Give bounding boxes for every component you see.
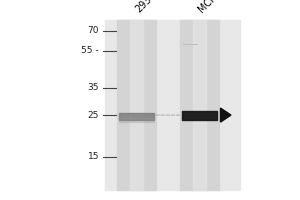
Polygon shape [220, 108, 231, 122]
Bar [182, 111, 217, 120]
Bar [130, 20, 143, 190]
Text: 55 -: 55 - [81, 46, 99, 55]
Text: MCF-7: MCF-7 [196, 0, 225, 14]
Text: 15: 15 [88, 152, 99, 161]
Bar [193, 20, 206, 190]
Bar [119, 113, 154, 120]
Text: 25: 25 [88, 111, 99, 120]
Text: 70: 70 [88, 26, 99, 35]
Text: 35: 35 [88, 83, 99, 92]
Bar [119, 118, 154, 122]
Text: 293: 293 [134, 0, 154, 14]
